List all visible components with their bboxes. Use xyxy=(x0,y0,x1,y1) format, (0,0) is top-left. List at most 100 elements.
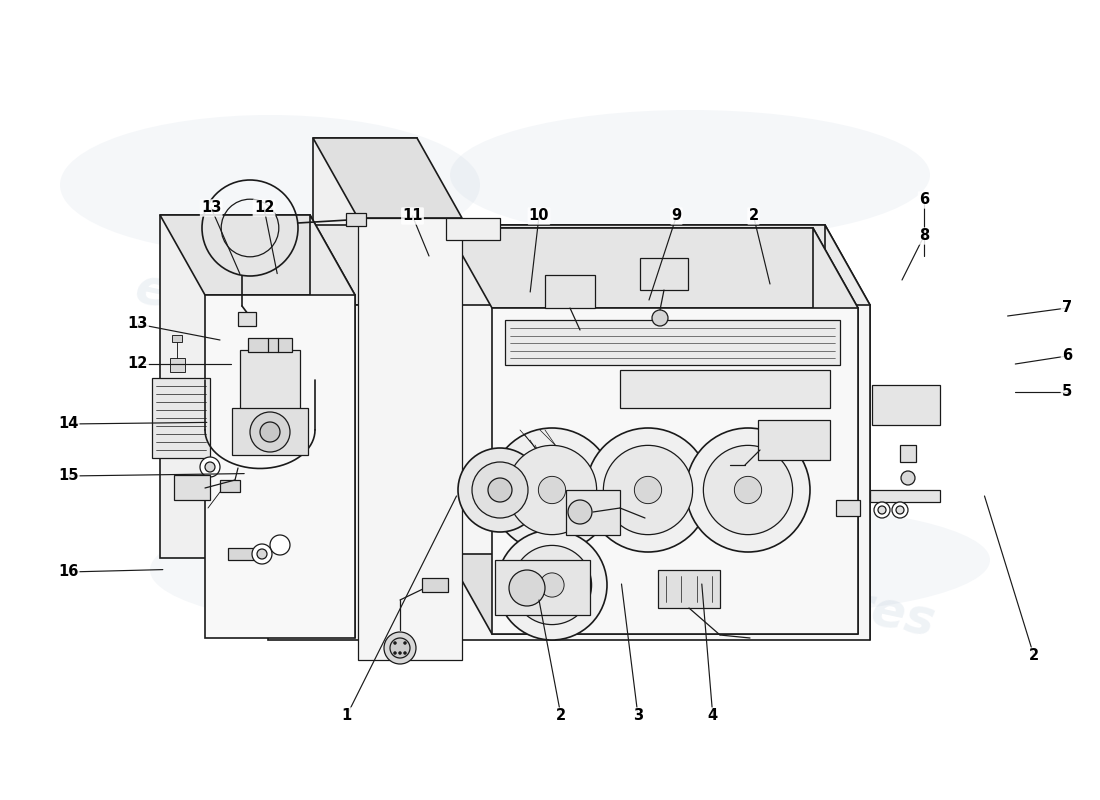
Polygon shape xyxy=(314,138,417,580)
Polygon shape xyxy=(346,213,366,226)
Circle shape xyxy=(586,428,710,552)
Text: 1: 1 xyxy=(341,709,352,723)
Circle shape xyxy=(874,502,890,518)
Circle shape xyxy=(509,570,544,606)
Polygon shape xyxy=(566,490,620,535)
Circle shape xyxy=(901,471,915,485)
Text: 7: 7 xyxy=(1062,301,1072,315)
Circle shape xyxy=(568,500,592,524)
Polygon shape xyxy=(825,225,870,640)
Circle shape xyxy=(458,448,542,532)
Circle shape xyxy=(540,573,564,597)
Circle shape xyxy=(488,478,512,502)
Polygon shape xyxy=(447,228,813,554)
Text: 6: 6 xyxy=(1062,349,1072,363)
Circle shape xyxy=(394,642,396,645)
Polygon shape xyxy=(228,548,254,560)
Text: 2: 2 xyxy=(556,709,566,723)
Circle shape xyxy=(260,422,280,442)
Polygon shape xyxy=(870,490,940,502)
Circle shape xyxy=(394,651,396,654)
Polygon shape xyxy=(492,308,858,634)
Text: 11: 11 xyxy=(403,209,422,223)
Polygon shape xyxy=(620,370,830,408)
Text: 13: 13 xyxy=(128,317,147,331)
Circle shape xyxy=(404,651,407,654)
Ellipse shape xyxy=(150,510,650,630)
Text: 6: 6 xyxy=(918,193,930,207)
Polygon shape xyxy=(268,305,870,640)
Text: 8: 8 xyxy=(918,229,930,243)
Text: 12: 12 xyxy=(128,357,147,371)
Polygon shape xyxy=(170,358,185,372)
Polygon shape xyxy=(640,258,688,290)
Polygon shape xyxy=(205,295,355,638)
Polygon shape xyxy=(358,218,462,660)
Text: 16: 16 xyxy=(58,565,78,579)
Polygon shape xyxy=(232,408,308,455)
Ellipse shape xyxy=(60,115,480,255)
Text: eurospares: eurospares xyxy=(620,534,939,646)
Circle shape xyxy=(513,546,592,625)
Polygon shape xyxy=(223,225,825,560)
Circle shape xyxy=(878,506,886,514)
Circle shape xyxy=(703,446,793,534)
Circle shape xyxy=(257,549,267,559)
Polygon shape xyxy=(310,215,355,638)
Polygon shape xyxy=(658,570,720,608)
Circle shape xyxy=(497,530,607,640)
Polygon shape xyxy=(544,275,595,308)
Text: 3: 3 xyxy=(632,709,644,723)
Polygon shape xyxy=(248,338,292,352)
Text: 12: 12 xyxy=(254,201,274,215)
Circle shape xyxy=(270,380,290,400)
Text: 15: 15 xyxy=(58,469,78,483)
Circle shape xyxy=(896,506,904,514)
Circle shape xyxy=(652,310,668,326)
Polygon shape xyxy=(758,420,830,460)
Ellipse shape xyxy=(510,505,990,615)
Text: 5: 5 xyxy=(1062,385,1072,399)
Text: 2: 2 xyxy=(748,209,759,223)
Circle shape xyxy=(250,412,290,452)
Text: eurospares: eurospares xyxy=(520,364,839,476)
Circle shape xyxy=(472,462,528,518)
Text: 4: 4 xyxy=(707,709,718,723)
Polygon shape xyxy=(152,378,210,458)
Polygon shape xyxy=(220,480,240,492)
Text: 13: 13 xyxy=(201,201,221,215)
Circle shape xyxy=(892,502,907,518)
Text: 10: 10 xyxy=(529,209,549,223)
Polygon shape xyxy=(872,385,940,425)
Circle shape xyxy=(538,476,565,504)
Polygon shape xyxy=(446,218,501,240)
Polygon shape xyxy=(447,228,858,308)
Polygon shape xyxy=(836,500,860,516)
Circle shape xyxy=(635,476,661,504)
Text: eurospares: eurospares xyxy=(130,264,449,376)
Circle shape xyxy=(507,446,596,534)
Polygon shape xyxy=(422,578,448,592)
Circle shape xyxy=(404,642,407,645)
Polygon shape xyxy=(495,560,590,615)
Polygon shape xyxy=(160,215,310,558)
Circle shape xyxy=(398,651,402,654)
Polygon shape xyxy=(447,554,858,634)
Circle shape xyxy=(604,446,693,534)
Circle shape xyxy=(490,428,614,552)
Polygon shape xyxy=(172,335,182,342)
Text: 9: 9 xyxy=(671,209,682,223)
Circle shape xyxy=(270,535,290,555)
Polygon shape xyxy=(813,228,858,634)
Polygon shape xyxy=(900,445,916,462)
Circle shape xyxy=(205,462,214,472)
Polygon shape xyxy=(160,215,355,295)
Polygon shape xyxy=(240,350,300,410)
Circle shape xyxy=(735,476,761,504)
Polygon shape xyxy=(223,225,870,305)
Text: eurospares: eurospares xyxy=(200,524,519,636)
Polygon shape xyxy=(314,138,462,218)
Text: 14: 14 xyxy=(58,417,78,431)
Ellipse shape xyxy=(450,110,930,240)
Circle shape xyxy=(200,457,220,477)
